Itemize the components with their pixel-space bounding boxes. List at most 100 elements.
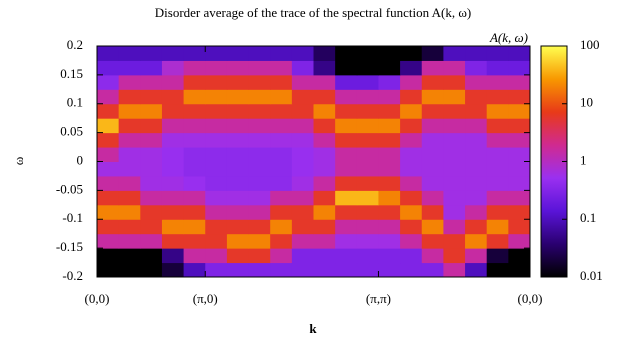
heatmap-cell [400,89,423,105]
heatmap-cell [313,262,336,278]
heatmap-cell [443,219,466,235]
heatmap-cell [443,248,466,264]
heatmap-cell [400,190,423,206]
heatmap-cell [378,74,401,90]
heatmap-cell [270,74,293,90]
heatmap-cell [248,175,271,191]
heatmap-cell [356,233,379,249]
heatmap-cell [465,233,488,249]
heatmap-cell [205,74,228,90]
heatmap-cell [161,147,185,162]
heatmap-cell [248,89,271,105]
y-tick-label: 0 [77,152,84,167]
heatmap-cell [313,190,336,206]
heatmap-cell [270,161,293,177]
heatmap-cell [400,204,423,220]
heatmap-cell [291,248,314,264]
heatmap-cell [421,233,444,249]
axes: -0.2 -0.15 -0.1 -0.05 0 0.05 0.1 0.15 0.2 (0,0) (π… [56,37,603,306]
heatmap-cell [356,60,379,76]
heatmap-cell [313,204,336,220]
heatmap-cell [226,190,250,206]
heatmap-cell [226,89,250,105]
heatmap-cell [486,248,509,264]
heatmap-cell [400,103,423,119]
heatmap-cell [291,219,314,235]
heatmap-cell [378,204,401,220]
heatmap-cell [248,74,271,90]
heatmap-cell [443,46,466,61]
heatmap-cell [313,219,336,235]
heatmap-cell [270,248,293,264]
heatmap-cell [421,89,444,105]
heatmap-cell [443,60,466,76]
heatmap-cell [248,248,271,264]
heatmap-cell [378,89,401,105]
heatmap-cell [356,74,379,90]
heatmap-cell [465,262,488,278]
heatmap-cell [291,147,314,162]
heatmap-cell [356,132,379,148]
heatmap-cell [465,103,488,119]
heatmap-cell [356,161,379,177]
heatmap-cell [378,60,401,76]
heatmap-cell [378,248,401,264]
heatmap-cell [248,262,271,278]
heatmap-cell [335,147,358,162]
heatmap-cell [335,89,358,105]
heatmap-cell [465,248,488,264]
y-tick-label: -0.1 [62,210,83,225]
heatmap-cell [291,46,314,61]
x-axis-label: k [309,321,317,336]
heatmap-cell [248,60,271,76]
heatmap-cell [97,89,120,105]
heatmap-cell [465,147,488,162]
heatmap-cell [118,118,141,134]
heatmap-cell [205,118,228,134]
heatmap-cell [313,103,336,119]
heatmap-cell [226,46,250,61]
heatmap-cell [356,204,379,220]
heatmap-cell [205,190,228,206]
heatmap-cell [161,233,185,249]
heatmap-cell [248,204,271,220]
heatmap-cell [118,175,141,191]
heatmap-cell [97,233,120,249]
y-tick-label: 0.05 [60,124,83,139]
heatmap-cell [270,89,293,105]
heatmap-cell [161,103,185,119]
heatmap-cell [486,60,509,76]
heatmap-cell [421,118,444,134]
heatmap-cell [335,233,358,249]
heatmap-cell [183,248,206,264]
heatmap-cell [465,74,488,90]
heatmap-cell [486,175,509,191]
heatmap-cell [161,46,185,61]
heatmap-cell [248,118,271,134]
heatmap-cell [421,103,444,119]
heatmap-cell [248,190,271,206]
heatmap-cell [421,262,444,278]
heatmap-cell [378,147,401,162]
heatmap-cell [508,118,531,134]
heatmap-cell [400,248,423,264]
heatmap-cell [183,46,206,61]
heatmap-cell [161,74,185,90]
heatmap-cell [400,147,423,162]
heatmap-cell [183,190,206,206]
heatmap-cell [421,147,444,162]
heatmap-cell [313,89,336,105]
heatmap-cell [400,60,423,76]
heatmap-cell [335,46,358,61]
heatmap-cell [486,190,509,206]
heatmap-cell [378,262,401,278]
heatmap-cell [140,175,163,191]
heatmap-cell [508,103,531,119]
heatmap-cell [465,46,488,61]
heatmap-cell [270,190,293,206]
heatmap-cell [486,118,509,134]
heatmap-cell [335,118,358,134]
heatmap-cell [118,233,141,249]
heatmap-cell [205,46,228,61]
heatmap-cell [226,233,250,249]
